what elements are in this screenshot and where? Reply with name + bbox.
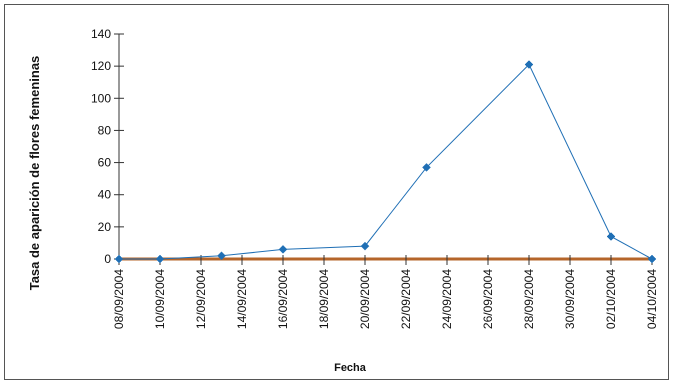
x-tick-label: 14/09/2004 <box>235 269 249 329</box>
y-tick-label: 20 <box>98 220 112 234</box>
x-tick-label: 10/09/2004 <box>153 269 167 329</box>
x-tick-label: 22/09/2004 <box>399 269 413 329</box>
data-point-marker <box>155 254 165 264</box>
y-tick-label: 40 <box>98 188 112 202</box>
data-point-marker <box>360 241 370 251</box>
x-tick-label: 24/09/2004 <box>440 269 454 329</box>
y-tick-label: 60 <box>98 156 112 170</box>
line-chart: 0 20 40 60 80 100 120 140 08/09/2004 10/09/2004 1… <box>27 27 659 374</box>
x-tick-label: 16/09/2004 <box>276 269 290 329</box>
x-tick-label: 18/09/2004 <box>317 269 331 329</box>
x-tick-label: 02/10/2004 <box>604 269 618 329</box>
y-tick-label: 0 <box>104 252 111 266</box>
data-point-marker <box>278 245 288 254</box>
y-axis: 0 20 40 60 80 100 120 140 <box>91 27 124 266</box>
x-axis-title: Fecha <box>334 362 367 374</box>
y-tick-label: 140 <box>91 27 111 41</box>
x-tick-label: 26/09/2004 <box>481 269 495 329</box>
marker-layer <box>114 60 657 264</box>
data-point-marker <box>114 254 124 264</box>
y-tick-label: 80 <box>98 123 112 137</box>
data-point-marker <box>524 60 534 69</box>
data-point-marker <box>606 232 616 241</box>
data-point-marker <box>647 254 657 264</box>
x-tick-label: 12/09/2004 <box>194 269 208 329</box>
x-tick-label: 20/09/2004 <box>358 269 372 329</box>
series-line <box>119 63 653 260</box>
x-tick-label: 28/09/2004 <box>522 269 536 329</box>
y-tick-label: 120 <box>91 59 111 73</box>
y-axis-title: Tasa de aparición de flores femeninas <box>27 56 42 291</box>
x-axis: 08/09/2004 10/09/2004 12/09/2004 14/09/2004… <box>112 255 659 329</box>
x-tick-label: 08/09/2004 <box>112 269 126 329</box>
y-tick-label: 100 <box>91 91 111 105</box>
series-layer <box>119 63 653 260</box>
x-tick-label: 30/09/2004 <box>563 269 577 329</box>
data-point-marker <box>217 251 226 261</box>
x-tick-label: 04/10/2004 <box>645 269 659 329</box>
data-point-marker <box>422 163 431 172</box>
chart-frame: 0 20 40 60 80 100 120 140 08/09/2004 10/09/2004 1… <box>4 4 669 380</box>
